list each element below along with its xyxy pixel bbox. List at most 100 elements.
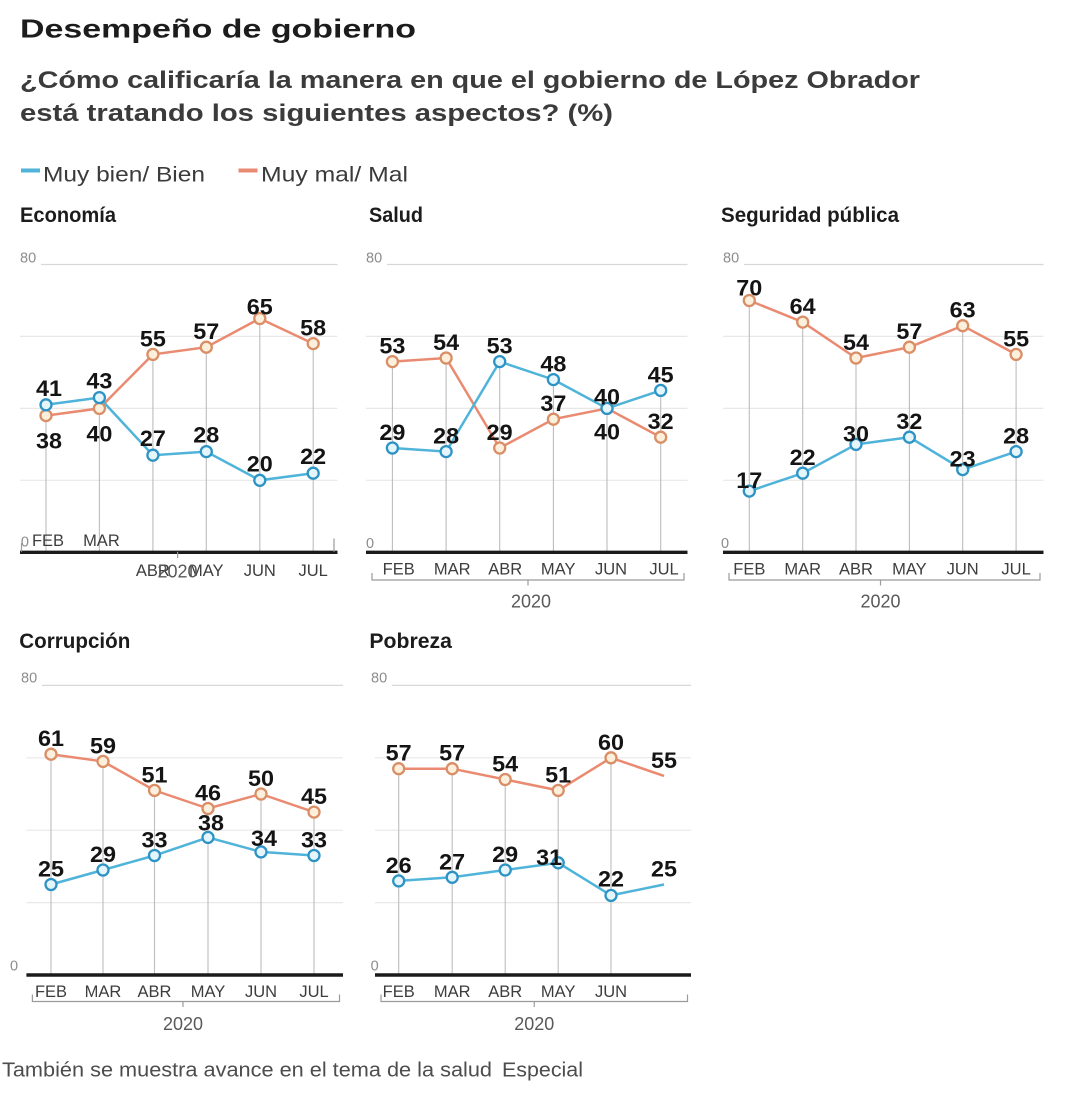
- svg-text:38: 38: [198, 810, 224, 835]
- svg-text:40: 40: [594, 384, 620, 409]
- svg-text:ABR: ABR: [488, 983, 522, 1001]
- svg-text:61: 61: [38, 726, 64, 751]
- svg-text:40: 40: [594, 419, 620, 444]
- svg-text:FEB: FEB: [733, 561, 765, 579]
- svg-text:FEB: FEB: [383, 983, 415, 1001]
- svg-text:34: 34: [251, 826, 278, 851]
- svg-text:MAY: MAY: [541, 983, 576, 1001]
- svg-text:32: 32: [648, 409, 674, 434]
- svg-text:Especial: Especial: [502, 1060, 583, 1082]
- svg-text:MAR: MAR: [784, 561, 821, 579]
- svg-text:29: 29: [90, 842, 116, 867]
- svg-text:Seguridad pública: Seguridad pública: [721, 204, 899, 227]
- svg-text:17: 17: [736, 468, 762, 493]
- svg-text:Muy bien/ Bien: Muy bien/ Bien: [43, 164, 205, 187]
- svg-text:80: 80: [371, 671, 387, 687]
- svg-text:38: 38: [36, 429, 62, 454]
- svg-text:20: 20: [247, 451, 273, 476]
- svg-text:31: 31: [536, 845, 562, 870]
- svg-text:55: 55: [140, 326, 166, 351]
- svg-text:MAY: MAY: [892, 561, 927, 579]
- svg-text:JUL: JUL: [299, 983, 328, 1001]
- svg-text:29: 29: [492, 842, 518, 867]
- svg-text:60: 60: [598, 730, 624, 755]
- svg-text:37: 37: [540, 391, 566, 416]
- svg-text:23: 23: [950, 447, 976, 472]
- svg-text:Muy mal/ Mal: Muy mal/ Mal: [261, 164, 408, 187]
- svg-text:0: 0: [10, 959, 18, 975]
- svg-text:JUN: JUN: [595, 983, 627, 1001]
- svg-text:58: 58: [300, 316, 326, 341]
- svg-text:ABR: ABR: [488, 561, 522, 579]
- svg-text:80: 80: [366, 251, 382, 267]
- svg-text:JUN: JUN: [245, 983, 277, 1001]
- svg-text:¿Cómo calificaría la manera en: ¿Cómo calificaría la manera en que el go…: [20, 67, 920, 94]
- svg-text:0: 0: [21, 535, 29, 551]
- svg-text:53: 53: [379, 334, 405, 359]
- svg-text:32: 32: [896, 409, 922, 434]
- svg-text:JUL: JUL: [649, 561, 678, 579]
- svg-text:FEB: FEB: [32, 532, 64, 550]
- svg-text:MAR: MAR: [83, 532, 120, 550]
- svg-text:0: 0: [721, 536, 729, 552]
- svg-text:MAY: MAY: [541, 561, 576, 579]
- svg-text:MAR: MAR: [434, 561, 471, 579]
- svg-text:48: 48: [540, 352, 566, 377]
- svg-text:51: 51: [545, 762, 571, 787]
- svg-text:64: 64: [790, 294, 817, 319]
- svg-text:27: 27: [439, 849, 465, 874]
- svg-text:22: 22: [790, 445, 816, 470]
- svg-text:2020: 2020: [514, 1014, 554, 1034]
- svg-text:55: 55: [1003, 326, 1029, 351]
- svg-text:55: 55: [651, 748, 677, 773]
- svg-text:65: 65: [247, 295, 273, 320]
- svg-text:57: 57: [386, 741, 412, 766]
- svg-text:MAR: MAR: [434, 983, 471, 1001]
- svg-text:28: 28: [433, 424, 459, 449]
- svg-text:57: 57: [439, 741, 465, 766]
- svg-text:FEB: FEB: [383, 561, 415, 579]
- svg-text:22: 22: [598, 866, 624, 891]
- svg-text:2020: 2020: [163, 1014, 203, 1034]
- svg-text:22: 22: [300, 444, 326, 469]
- svg-text:está tratando los siguientes a: está tratando los siguientes aspectos? (…: [20, 100, 613, 127]
- svg-text:FEB: FEB: [35, 983, 67, 1001]
- svg-text:MAY: MAY: [191, 983, 226, 1001]
- svg-text:Economía: Economía: [20, 204, 116, 227]
- svg-text:54: 54: [492, 752, 519, 777]
- svg-text:JUL: JUL: [1001, 561, 1030, 579]
- svg-text:45: 45: [648, 362, 674, 387]
- svg-text:57: 57: [193, 319, 219, 344]
- svg-text:46: 46: [195, 781, 221, 806]
- svg-text:80: 80: [20, 251, 36, 267]
- svg-text:JUN: JUN: [244, 562, 276, 580]
- svg-text:59: 59: [90, 733, 116, 758]
- svg-text:25: 25: [38, 857, 64, 882]
- svg-text:28: 28: [193, 423, 219, 448]
- svg-text:57: 57: [896, 319, 922, 344]
- svg-text:30: 30: [843, 421, 869, 446]
- svg-text:JUN: JUN: [595, 561, 627, 579]
- svg-text:80: 80: [723, 251, 739, 267]
- svg-text:33: 33: [142, 828, 168, 853]
- svg-text:ABR: ABR: [136, 562, 170, 580]
- svg-text:53: 53: [487, 334, 513, 359]
- svg-text:2020: 2020: [861, 592, 901, 612]
- svg-text:54: 54: [433, 330, 460, 355]
- svg-text:0: 0: [366, 536, 374, 552]
- svg-text:33: 33: [301, 828, 327, 853]
- svg-text:2020: 2020: [511, 592, 551, 612]
- svg-text:Desempeño de gobierno: Desempeño de gobierno: [20, 14, 416, 44]
- svg-text:0: 0: [371, 959, 379, 975]
- svg-text:JUL: JUL: [299, 562, 328, 580]
- svg-text:41: 41: [36, 376, 62, 401]
- svg-text:80: 80: [21, 671, 37, 687]
- svg-text:51: 51: [142, 762, 168, 787]
- svg-text:26: 26: [386, 853, 412, 878]
- svg-text:Salud: Salud: [369, 204, 423, 227]
- svg-text:43: 43: [86, 369, 112, 394]
- svg-text:50: 50: [248, 766, 274, 791]
- svg-text:2020: 2020: [158, 562, 198, 582]
- svg-text:ABR: ABR: [839, 561, 873, 579]
- svg-text:ABR: ABR: [138, 983, 172, 1001]
